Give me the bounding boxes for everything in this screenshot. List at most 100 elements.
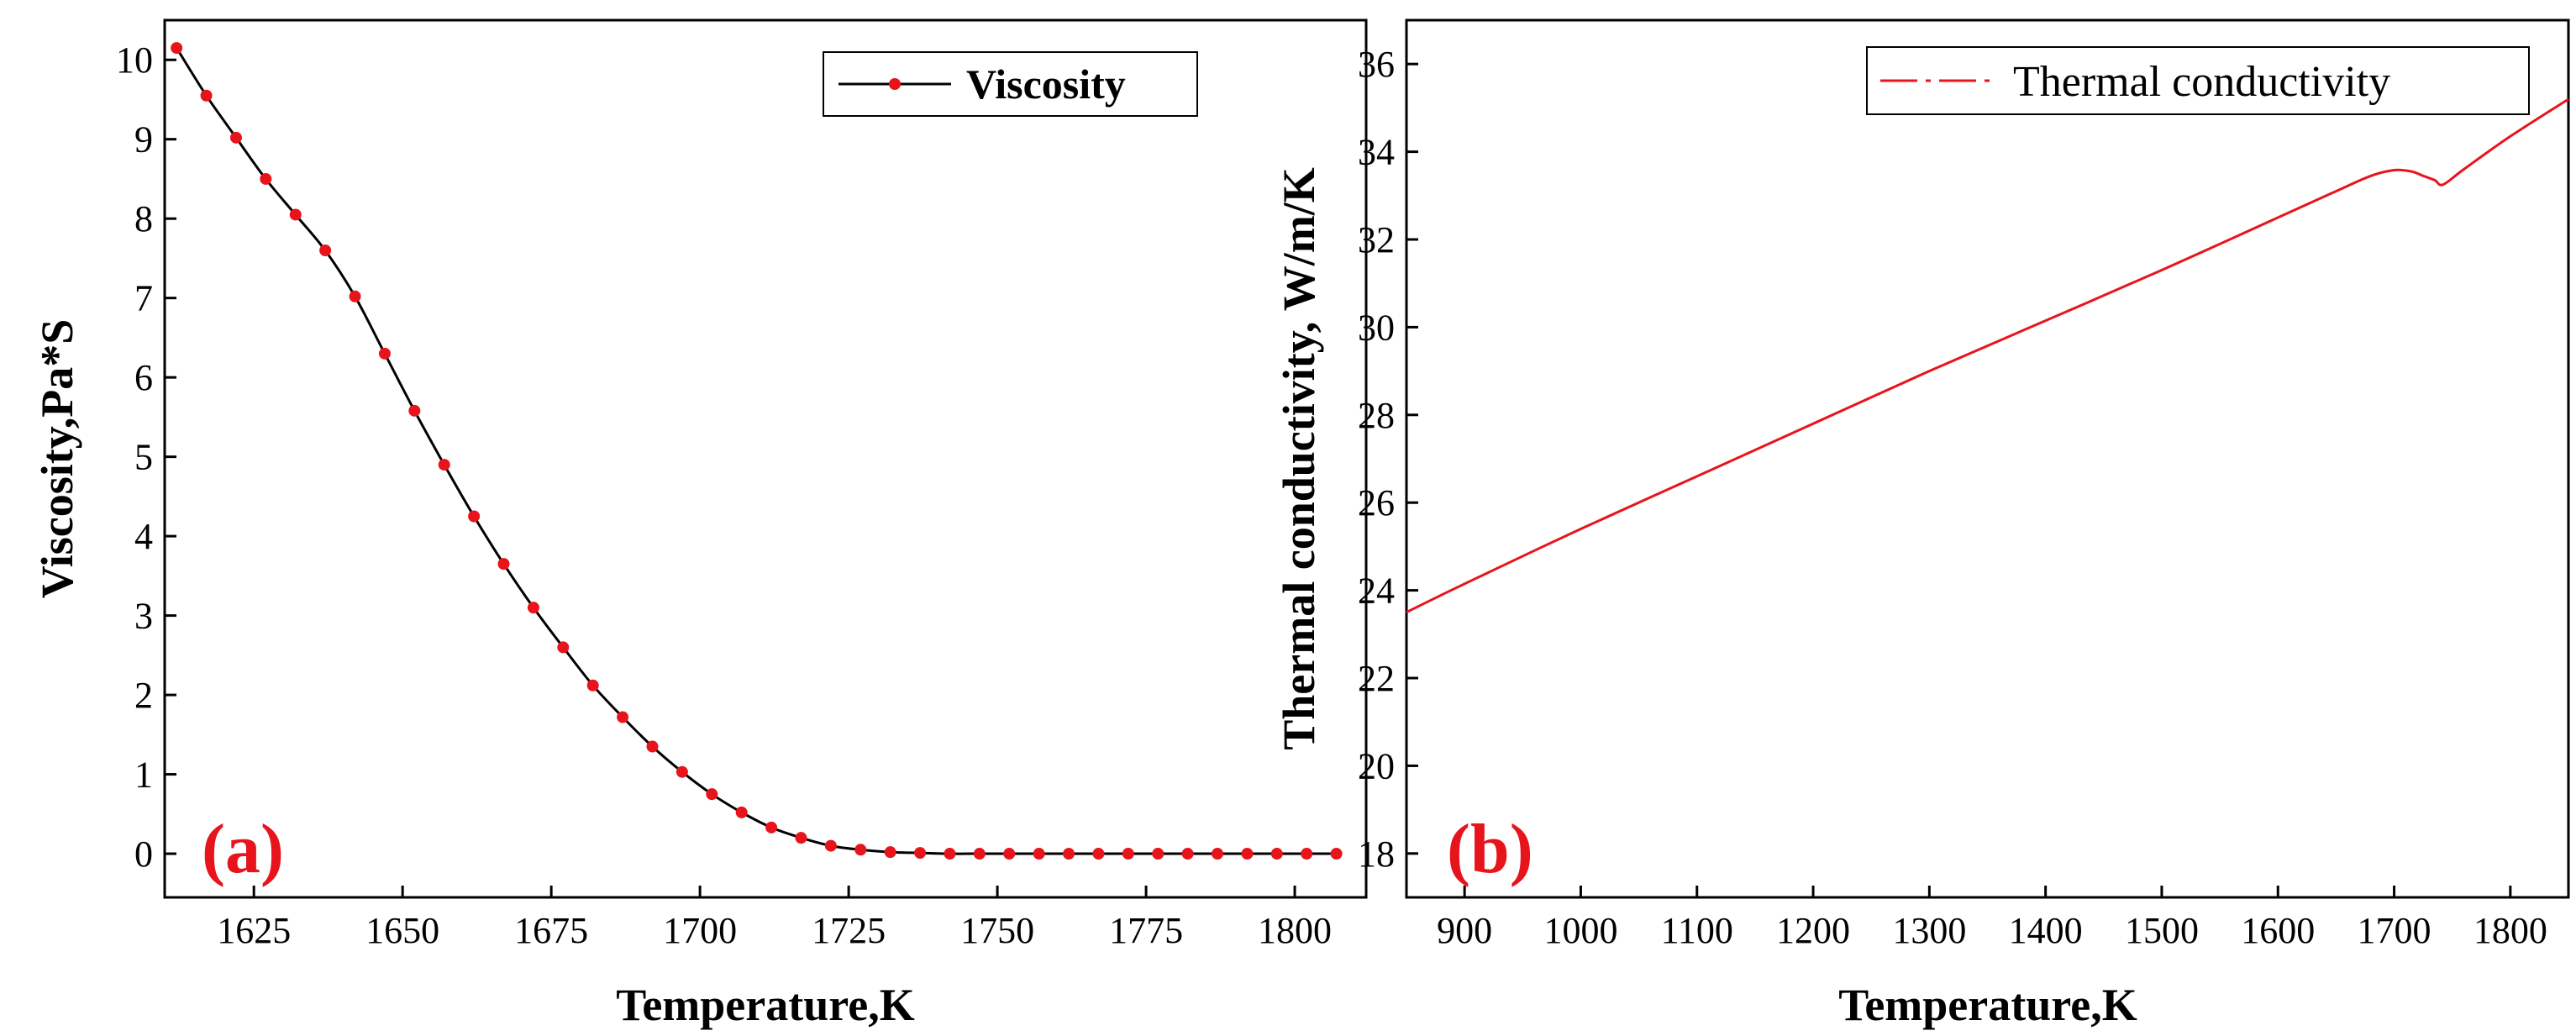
viscosity-y-tick-label: 6 [134, 357, 153, 398]
viscosity-data-point [914, 847, 927, 860]
conductivity-y-tick-label: 20 [1358, 745, 1395, 786]
viscosity-x-tick-label: 1750 [960, 910, 1034, 951]
viscosity-data-point [497, 558, 510, 571]
conductivity-y-axis-label: Thermal conductivity, W/m/K [1274, 167, 1324, 750]
viscosity-data-point [824, 839, 837, 852]
viscosity-y-tick-label: 5 [134, 437, 153, 478]
conductivity-legend: Thermal conductivity [1866, 46, 2530, 115]
viscosity-data-point [1301, 848, 1313, 860]
viscosity-data-point [1330, 848, 1343, 860]
viscosity-data-point [229, 131, 242, 144]
viscosity-data-point [706, 788, 718, 801]
panel-label-a: (a) [202, 810, 284, 888]
conductivity-x-tick-label: 1200 [1776, 910, 1850, 951]
viscosity-data-point [171, 42, 183, 55]
viscosity-data-point [884, 846, 896, 859]
conductivity-x-tick-label: 1600 [2241, 910, 2315, 951]
viscosity-data-point [1181, 848, 1194, 860]
conductivity-y-tick-label: 30 [1358, 307, 1395, 348]
viscosity-legend: Viscosity [823, 51, 1198, 117]
conductivity-x-tick-label: 1300 [1892, 910, 1966, 951]
viscosity-y-tick-label: 10 [116, 39, 153, 81]
conductivity-x-tick-label: 1000 [1543, 910, 1617, 951]
conductivity-y-tick-label: 24 [1358, 571, 1395, 612]
viscosity-legend-marker [889, 78, 901, 90]
viscosity-data-point [854, 844, 867, 856]
viscosity-y-axis-label: Viscosity,Pa*S [32, 319, 82, 599]
conductivity-x-tick-label: 900 [1437, 910, 1492, 951]
viscosity-data-point [1003, 848, 1016, 860]
viscosity-data-point [200, 89, 213, 102]
viscosity-plot-frame [163, 18, 1368, 899]
viscosity-x-tick-label: 1650 [365, 910, 439, 951]
conductivity-y-ticks: 18 20 22 24 26 28 30 32 34 36 [1358, 44, 1418, 875]
conductivity-legend-box [1866, 46, 2530, 115]
viscosity-data-point [617, 711, 629, 723]
viscosity-series [171, 42, 1343, 860]
viscosity-chart: 1625 1650 1675 1700 1 7 2 5 1750 1775 1800 0 1 2 3 4 5 6… [32, 18, 1368, 1030]
viscosity-data-point [378, 347, 391, 360]
conductivity-y-tick-label: 22 [1358, 658, 1395, 699]
conductivity-x-tick-label: 1100 [1661, 910, 1733, 951]
viscosity-data-point [349, 290, 361, 302]
viscosity-y-tick-label: 1 [134, 755, 153, 796]
conductivity-legend-label: Thermal conductivity [2013, 58, 2390, 106]
viscosity-x-tick-label: 1700 [663, 910, 737, 951]
viscosity-x-tick-label: 1625 [217, 910, 291, 951]
viscosity-x-tick-label: 1800 [1258, 910, 1332, 951]
viscosity-data-point [1212, 848, 1224, 860]
viscosity-y-tick-label: 8 [134, 198, 153, 239]
viscosity-data-point [1033, 848, 1045, 860]
viscosity-data-point [765, 821, 778, 834]
viscosity-x-ticks: 1625 1650 1675 1700 1725 1750 1775 1800 [217, 886, 1332, 951]
viscosity-data-point [319, 244, 332, 256]
conductivity-x-ticks: 900 1000 1100 1200 1300 1400 1500 1600 1700 1800 [1437, 886, 2547, 951]
viscosity-y-ticks: 0 1 2 3 4 5 6 7 8 9 10 [116, 39, 176, 875]
viscosity-data-point [260, 172, 272, 185]
viscosity-data-point [527, 602, 539, 614]
viscosity-data-point [795, 832, 807, 844]
viscosity-data-point [1241, 848, 1254, 860]
conductivity-y-tick-label: 26 [1358, 482, 1395, 523]
viscosity-data-point [676, 765, 688, 778]
conductivity-series-line [1406, 97, 2569, 614]
viscosity-x-tick-label: 1675 [514, 910, 588, 951]
conductivity-y-tick-label: 18 [1358, 834, 1395, 875]
viscosity-data-point [1152, 848, 1164, 860]
viscosity-data-point [735, 806, 748, 818]
conductivity-plot-frame [1405, 18, 2570, 899]
conductivity-y-tick-label: 28 [1358, 395, 1395, 436]
viscosity-data-point [646, 740, 659, 753]
viscosity-legend-label: Viscosity [966, 60, 1126, 108]
conductivity-x-tick-label: 1800 [2473, 910, 2547, 951]
viscosity-data-point [468, 510, 481, 523]
viscosity-data-point [1092, 848, 1105, 860]
viscosity-x-tick-label: 1775 [1109, 910, 1183, 951]
viscosity-series-line [175, 47, 1337, 855]
conductivity-x-axis-label: Temperature,K [1838, 980, 2137, 1030]
viscosity-y-tick-label: 3 [134, 596, 153, 637]
viscosity-data-point [1270, 848, 1283, 860]
viscosity-data-point [408, 404, 421, 417]
conductivity-x-tick-label: 1700 [2358, 910, 2431, 951]
viscosity-y-tick-label: 2 [134, 675, 153, 716]
viscosity-y-tick-label: 4 [134, 516, 153, 557]
conductivity-y-tick-label: 34 [1358, 132, 1395, 173]
viscosity-data-point [973, 848, 986, 860]
viscosity-y-tick-label: 9 [134, 119, 153, 160]
conductivity-y-tick-label: 36 [1358, 44, 1395, 85]
viscosity-y-tick-label: 7 [134, 278, 153, 319]
viscosity-data-point [1122, 848, 1134, 860]
panel-label-b: (b) [1447, 810, 1533, 888]
viscosity-data-point [289, 208, 302, 221]
conductivity-x-tick-label: 1400 [2009, 910, 2083, 951]
viscosity-data-point [438, 459, 450, 471]
viscosity-data-point [586, 679, 599, 692]
viscosity-y-tick-label: 0 [134, 834, 153, 875]
viscosity-x-axis-label: Temperature,K [616, 980, 914, 1030]
viscosity-data-point [557, 641, 570, 654]
conductivity-x-tick-label: 1500 [2125, 910, 2199, 951]
conductivity-chart: 900 1000 1100 1200 1300 1400 1500 1600 1700 1800 … [1274, 18, 2570, 1030]
viscosity-data-point [1063, 848, 1075, 860]
